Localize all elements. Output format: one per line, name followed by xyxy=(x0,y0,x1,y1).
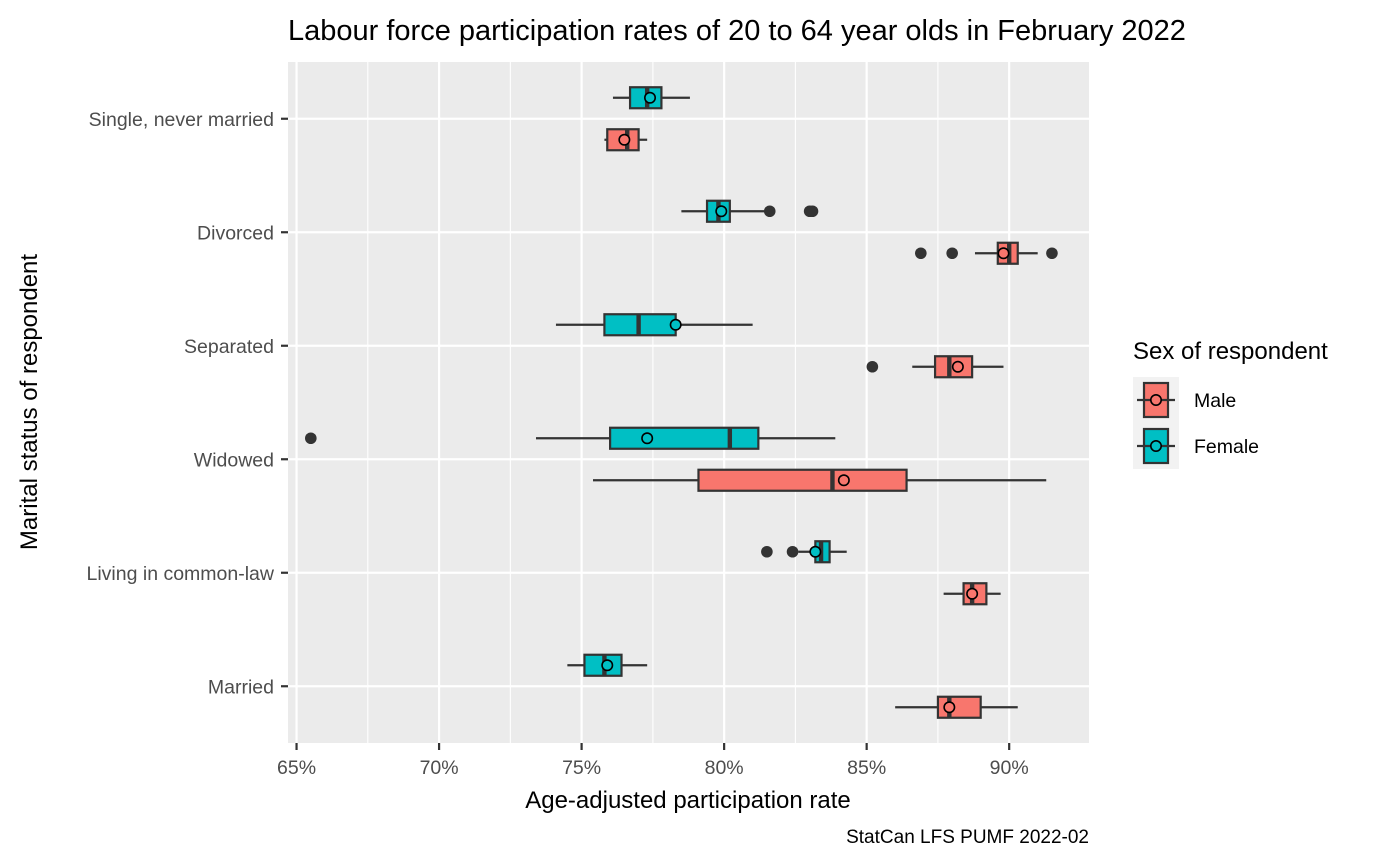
box-layer xyxy=(305,86,1058,719)
outlier-point xyxy=(806,205,819,218)
mean-point xyxy=(669,318,682,331)
outlier-point xyxy=(866,360,879,373)
plot-panel xyxy=(288,62,1089,743)
box-female xyxy=(555,313,753,337)
mean-point xyxy=(951,360,964,373)
x-axis: 65% 70% 75% 80% 85% 90% xyxy=(277,743,1029,779)
legend-title: Sex of respondent xyxy=(1133,338,1328,365)
mean-point xyxy=(641,432,654,445)
box-female xyxy=(567,653,648,677)
mean-point xyxy=(809,545,822,558)
box-female xyxy=(305,426,836,450)
y-tick-label: Living in common-law xyxy=(87,563,275,585)
mean-point xyxy=(601,659,614,672)
y-tick-label: Married xyxy=(208,676,274,698)
mean-point xyxy=(943,701,956,714)
outlier-point xyxy=(1046,247,1058,260)
x-axis-title: Age-adjusted participation rate xyxy=(525,787,851,814)
box-female xyxy=(761,540,847,564)
mean-point xyxy=(618,133,631,146)
outlier-point xyxy=(786,545,799,558)
legend-key-mean xyxy=(1150,393,1163,406)
legend-item-female: Female xyxy=(1133,423,1259,469)
outlier-point xyxy=(915,247,927,260)
x-tick-label: 80% xyxy=(705,757,744,779)
mean-point xyxy=(837,474,850,487)
outlier-point xyxy=(763,205,776,218)
x-tick-label: 75% xyxy=(562,757,601,779)
legend-label: Male xyxy=(1194,390,1236,412)
y-tick-label: Single, never married xyxy=(89,109,274,131)
mean-point xyxy=(966,587,979,600)
box-female xyxy=(681,199,819,223)
legend-item-male: Male xyxy=(1133,377,1236,423)
mean-point xyxy=(644,91,657,104)
chart-title: Labour force participation rates of 20 t… xyxy=(288,15,1186,47)
outlier-point xyxy=(946,247,958,260)
legend: Sex of respondent Male Female xyxy=(1133,338,1328,469)
y-tick-label: Separated xyxy=(184,336,274,358)
x-tick-label: 85% xyxy=(847,757,886,779)
y-axis-title: Marital status of respondent xyxy=(16,254,43,550)
box-male xyxy=(915,241,1058,265)
y-tick-label: Divorced xyxy=(197,222,274,244)
box-male xyxy=(895,695,1018,719)
x-tick-label: 65% xyxy=(277,757,316,779)
box-male xyxy=(604,128,648,152)
box-male xyxy=(866,355,1004,379)
mean-point xyxy=(997,247,1010,260)
y-axis: Single, never married Divorced Separated Wi… xyxy=(87,109,288,698)
mean-point xyxy=(715,205,728,218)
major-gridlines xyxy=(288,62,1089,743)
outlier-point xyxy=(305,432,317,445)
legend-label: Female xyxy=(1194,436,1259,458)
x-tick-label: 90% xyxy=(990,757,1029,779)
caption: StatCan LFS PUMF 2022-02 xyxy=(846,827,1089,848)
x-tick-label: 70% xyxy=(420,757,459,779)
box-male xyxy=(943,582,1001,606)
box-female xyxy=(612,86,690,110)
y-tick-label: Widowed xyxy=(194,449,274,471)
minor-gridlines xyxy=(367,62,939,743)
outlier-point xyxy=(761,545,773,558)
box-iqr xyxy=(609,426,760,450)
legend-key-mean xyxy=(1150,439,1163,452)
box-iqr xyxy=(697,468,908,492)
box-male xyxy=(593,468,1047,492)
